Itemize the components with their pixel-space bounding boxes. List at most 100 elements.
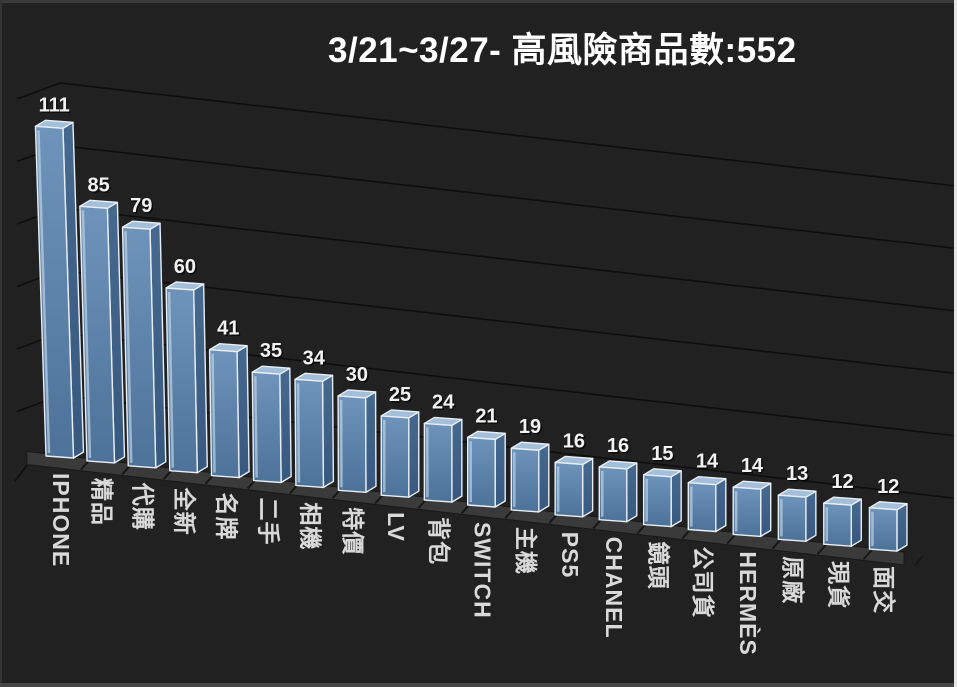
category-label: 面交 xyxy=(871,566,897,614)
value-label-shadow: 12 xyxy=(879,477,901,499)
bar-highlight xyxy=(124,231,133,463)
bar-front-face xyxy=(642,474,672,528)
value-label: 12 xyxy=(877,476,899,498)
chart-title: 3/21~3/27- 高風險商品數:552 xyxy=(328,31,797,70)
slide-top-edge xyxy=(0,0,957,3)
bar-side-face xyxy=(538,443,550,513)
category-label: PS5 xyxy=(557,532,583,578)
bar-side-face xyxy=(670,470,682,528)
bar-front-face xyxy=(777,494,807,542)
category-label: 原廠 xyxy=(780,556,806,604)
category-label: 全新 xyxy=(172,487,198,536)
bar-front-face xyxy=(34,125,75,459)
bar-front-face xyxy=(251,371,282,484)
value-label-shadow: 85 xyxy=(89,176,111,198)
value-label-shadow: 30 xyxy=(347,365,369,387)
bar-side-face xyxy=(850,498,862,547)
bar-front-face xyxy=(868,507,898,552)
value-label: 19 xyxy=(519,416,541,438)
value-label-shadow: 25 xyxy=(390,385,412,407)
category-label: 主機 xyxy=(513,527,539,575)
floor-separator-tick xyxy=(80,459,90,471)
category-label: 公司貨 xyxy=(690,547,716,619)
floor-separator-tick xyxy=(681,528,692,540)
category-label: 相機 xyxy=(298,502,324,550)
floor-separator-tick xyxy=(862,549,873,560)
value-label-shadow: 21 xyxy=(477,407,499,429)
category-label: HERMÈS xyxy=(735,551,762,655)
bar-front-face xyxy=(294,378,325,489)
value-label: 16 xyxy=(563,430,585,452)
floor-separator-tick xyxy=(636,523,647,535)
value-label: 14 xyxy=(741,455,764,477)
value-label-shadow: 16 xyxy=(564,432,586,454)
bar-highlight xyxy=(211,353,216,473)
value-label: 60 xyxy=(174,256,196,278)
value-label: 85 xyxy=(87,174,109,196)
value-label: 25 xyxy=(389,384,411,406)
bar-side-face xyxy=(451,418,463,503)
value-label-shadow: 14 xyxy=(742,457,765,479)
floor-separator-tick xyxy=(771,539,782,550)
bar-front-face xyxy=(823,502,852,547)
floor-separator-tick xyxy=(592,518,603,529)
category-label: 名牌 xyxy=(213,493,239,541)
bar-front-face xyxy=(337,395,367,493)
bars: 111111IPHONE8585精品7979代購6060全新4141名牌3535… xyxy=(34,94,908,656)
value-label-shadow: 19 xyxy=(520,418,542,440)
value-label: 34 xyxy=(303,347,326,369)
bar-side-face xyxy=(896,503,908,552)
bar-front-face xyxy=(554,461,584,518)
value-label-shadow: 41 xyxy=(219,319,241,341)
category-label: SWITCH xyxy=(469,522,495,619)
bar-side-face xyxy=(805,490,817,542)
value-label: 21 xyxy=(475,405,497,427)
bar-front-face xyxy=(423,422,453,503)
floor-separator-tick xyxy=(548,513,558,524)
category-label: 二手 xyxy=(255,498,281,546)
bar-side-face xyxy=(494,432,506,508)
bar-front-face xyxy=(380,415,410,498)
bar-front-face xyxy=(208,349,240,479)
category-label: CHANEL xyxy=(601,537,627,639)
floor-separator-tick xyxy=(163,469,173,480)
bar-side-face xyxy=(626,462,638,523)
value-label-shadow: 13 xyxy=(787,465,809,487)
category-label: 鏡頭 xyxy=(645,542,671,590)
bar-highlight xyxy=(167,291,175,468)
floor-separator-tick xyxy=(726,533,736,545)
bar-highlight xyxy=(254,376,258,478)
value-label: 30 xyxy=(346,364,368,386)
value-label: 24 xyxy=(432,391,455,413)
value-label: 12 xyxy=(831,471,853,493)
floor-separator-tick xyxy=(121,464,132,475)
bar-side-face xyxy=(364,391,377,493)
category-label: 精品 xyxy=(89,478,115,526)
bar-highlight xyxy=(37,130,51,454)
bar-front-face xyxy=(732,486,762,538)
bar-side-face xyxy=(408,411,420,498)
value-label: 79 xyxy=(130,195,152,217)
value-label: 15 xyxy=(651,443,673,465)
bar-side-face xyxy=(760,482,772,538)
value-label-shadow: 35 xyxy=(261,342,283,364)
